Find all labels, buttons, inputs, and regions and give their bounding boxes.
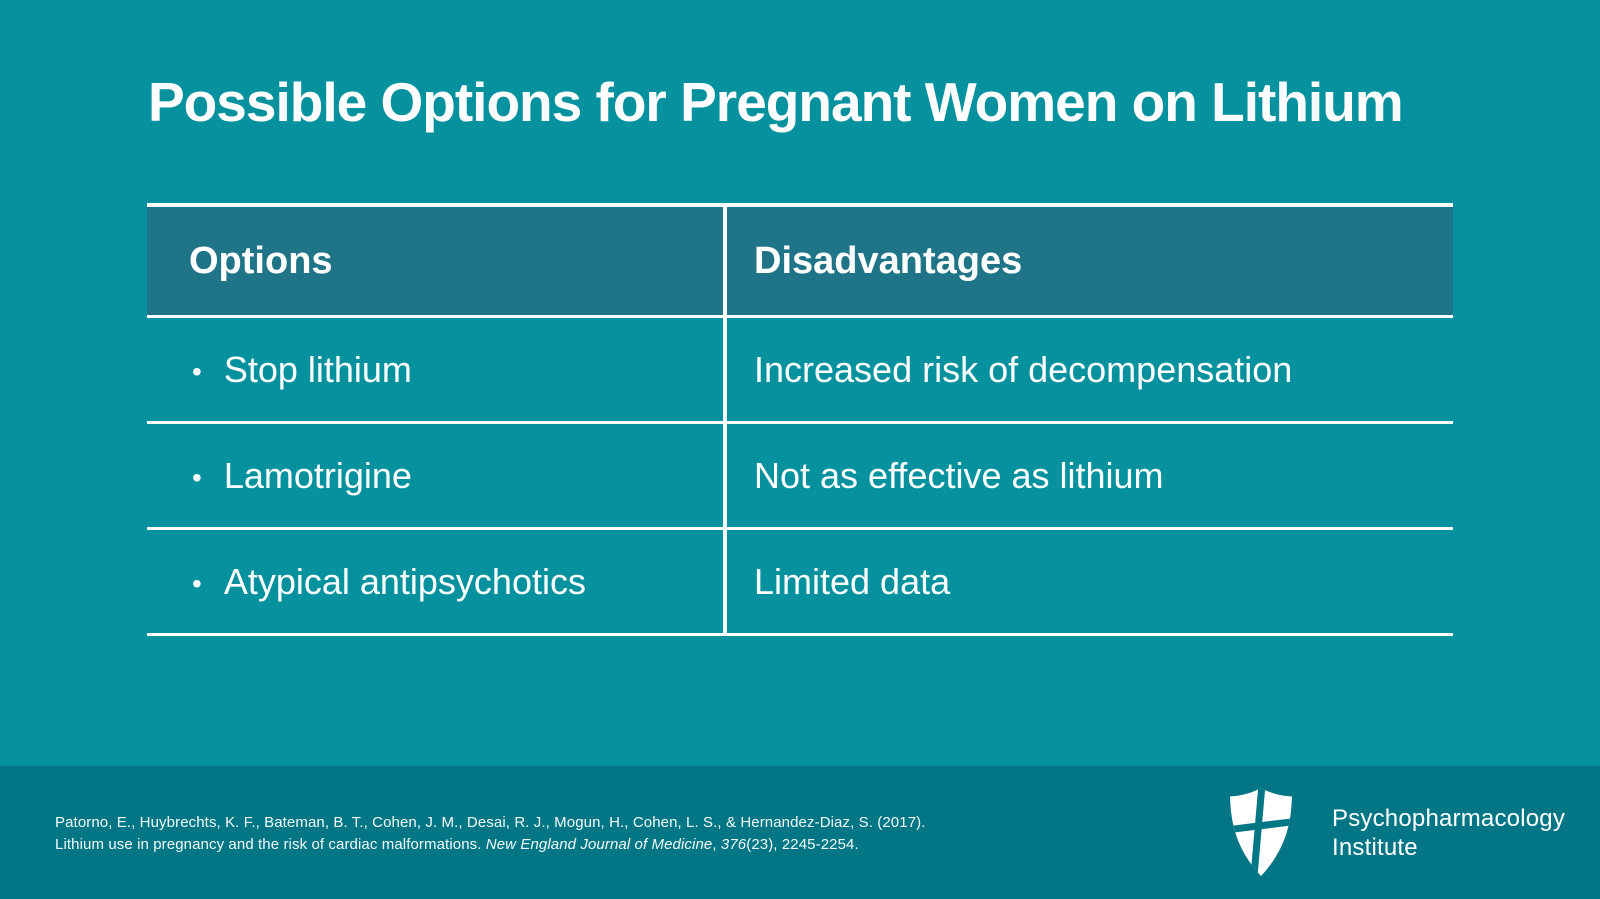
table-row: • Stop lithium Increased risk of decompe… (147, 318, 1453, 424)
disadvantage-label: Limited data (754, 560, 951, 602)
citation-volume: 376 (720, 836, 747, 853)
option-cell: • Lamotrigine (147, 424, 723, 527)
column-header-disadvantages: Disadvantages (754, 239, 1023, 282)
citation: Patorno, E., Huybrechts, K. F., Bateman,… (55, 812, 926, 856)
option-label: Lamotrigine (223, 454, 412, 496)
footer-band: Patorno, E., Huybrechts, K. F., Bateman,… (0, 766, 1600, 899)
option-label: Stop lithium (223, 348, 412, 390)
option-label: Atypical antipsychotics (223, 560, 586, 602)
disadvantage-label: Increased risk of decompensation (754, 348, 1293, 390)
table-header-row: Options Disadvantages (147, 207, 1453, 318)
bullet-icon: • (192, 567, 202, 599)
brand-line-1: Psychopharmacology (1332, 805, 1566, 832)
brand-line-2: Institute (1332, 834, 1418, 861)
bullet-icon: • (192, 461, 202, 493)
slide-title: Possible Options for Pregnant Women on L… (148, 71, 1404, 133)
citation-line-1: Patorno, E., Huybrechts, K. F., Bateman,… (55, 814, 926, 831)
table-row: • Lamotrigine Not as effective as lithiu… (147, 424, 1453, 530)
bullet-icon: • (192, 355, 202, 387)
citation-line-2: Lithium use in pregnancy and the risk of… (55, 834, 926, 856)
citation-pages: (23), 2245-2254. (746, 836, 859, 853)
disadvantage-label: Not as effective as lithium (754, 454, 1164, 496)
column-header-options: Options (189, 239, 333, 282)
brand-name: Psychopharmacology Institute (1332, 804, 1565, 862)
citation-journal: New England Journal of Medicine (485, 836, 713, 853)
shield-cross-logo-icon (1230, 788, 1292, 876)
citation-text: Lithium use in pregnancy and the risk of… (55, 836, 486, 853)
option-cell: • Stop lithium (147, 318, 723, 421)
citation-separator: , (712, 836, 721, 853)
brand-logo-block: Psychopharmacology Institute (1230, 788, 1565, 876)
option-cell: • Atypical antipsychotics (147, 530, 723, 633)
table-row: • Atypical antipsychotics Limited data (147, 530, 1453, 636)
column-divider (723, 207, 727, 636)
options-table: Options Disadvantages • Stop lithium Inc… (147, 203, 1453, 636)
